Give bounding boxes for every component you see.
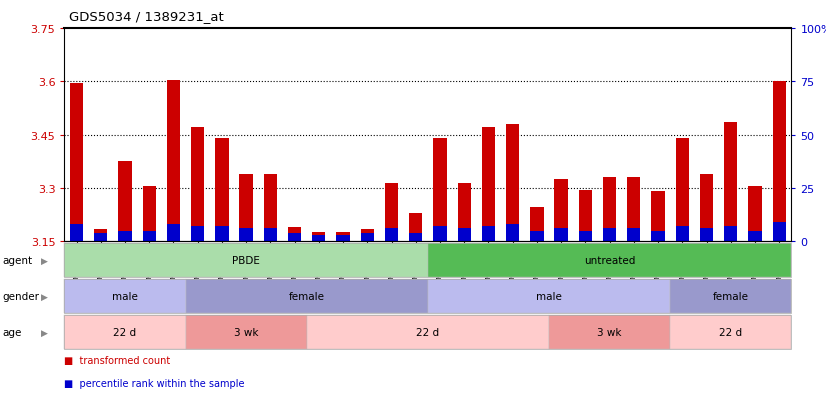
Text: 22 d: 22 d — [113, 328, 136, 337]
Bar — [288, 233, 301, 242]
Bar — [772, 82, 786, 242]
Bar — [603, 178, 616, 242]
Text: male: male — [536, 292, 562, 301]
Bar — [554, 229, 567, 242]
Bar — [434, 139, 447, 242]
Bar — [94, 229, 107, 242]
Bar — [143, 187, 156, 242]
Bar — [312, 233, 325, 242]
Text: 3 wk: 3 wk — [234, 328, 259, 337]
Bar — [676, 227, 689, 242]
Text: male: male — [112, 292, 138, 301]
Bar — [603, 229, 616, 242]
Bar — [652, 192, 665, 242]
Bar — [191, 128, 204, 242]
Bar — [191, 227, 204, 242]
Text: ▶: ▶ — [41, 292, 48, 301]
Bar — [458, 183, 471, 242]
Bar — [361, 229, 374, 242]
Text: PBDE: PBDE — [232, 256, 260, 266]
Text: 22 d: 22 d — [416, 328, 439, 337]
Bar — [482, 227, 495, 242]
Bar — [724, 123, 738, 242]
Bar — [676, 139, 689, 242]
Text: GDS5034 / 1389231_at: GDS5034 / 1389231_at — [69, 10, 223, 23]
Bar — [482, 128, 495, 242]
Bar — [70, 225, 83, 242]
Bar — [263, 174, 277, 242]
Bar — [361, 233, 374, 242]
Bar — [627, 229, 640, 242]
Bar — [240, 174, 253, 242]
Bar — [579, 190, 592, 242]
Bar — [554, 180, 567, 242]
Bar — [506, 225, 520, 242]
Bar — [530, 231, 544, 242]
Text: ■  percentile rank within the sample: ■ percentile rank within the sample — [64, 378, 245, 388]
Bar — [748, 187, 762, 242]
Bar — [627, 178, 640, 242]
Bar — [143, 231, 156, 242]
Bar — [579, 231, 592, 242]
Bar — [70, 84, 83, 242]
Bar — [409, 213, 422, 242]
Bar — [94, 233, 107, 242]
Text: female: female — [713, 292, 748, 301]
Bar — [167, 225, 180, 242]
Bar — [652, 231, 665, 242]
Bar — [385, 229, 398, 242]
Bar — [216, 139, 229, 242]
Bar — [216, 227, 229, 242]
Text: 3 wk: 3 wk — [597, 328, 622, 337]
Bar — [288, 228, 301, 242]
Bar — [118, 162, 131, 242]
Text: ▶: ▶ — [41, 256, 48, 265]
Bar — [409, 233, 422, 242]
Text: ▶: ▶ — [41, 328, 48, 337]
Bar — [748, 231, 762, 242]
Bar — [434, 227, 447, 242]
Text: 22 d: 22 d — [719, 328, 743, 337]
Bar — [458, 229, 471, 242]
Bar — [263, 229, 277, 242]
Text: gender: gender — [2, 292, 40, 301]
Text: agent: agent — [2, 256, 32, 266]
Bar — [506, 125, 520, 242]
Bar — [336, 235, 349, 242]
Bar — [724, 227, 738, 242]
Text: untreated: untreated — [584, 256, 635, 266]
Text: female: female — [289, 292, 325, 301]
Bar — [167, 80, 180, 242]
Bar — [700, 229, 713, 242]
Text: ■  transformed count: ■ transformed count — [64, 356, 171, 366]
Bar — [336, 233, 349, 242]
Bar — [240, 229, 253, 242]
Bar — [530, 208, 544, 242]
Bar — [772, 223, 786, 242]
Text: age: age — [2, 328, 21, 337]
Bar — [312, 235, 325, 242]
Bar — [385, 183, 398, 242]
Bar — [118, 231, 131, 242]
Bar — [700, 174, 713, 242]
